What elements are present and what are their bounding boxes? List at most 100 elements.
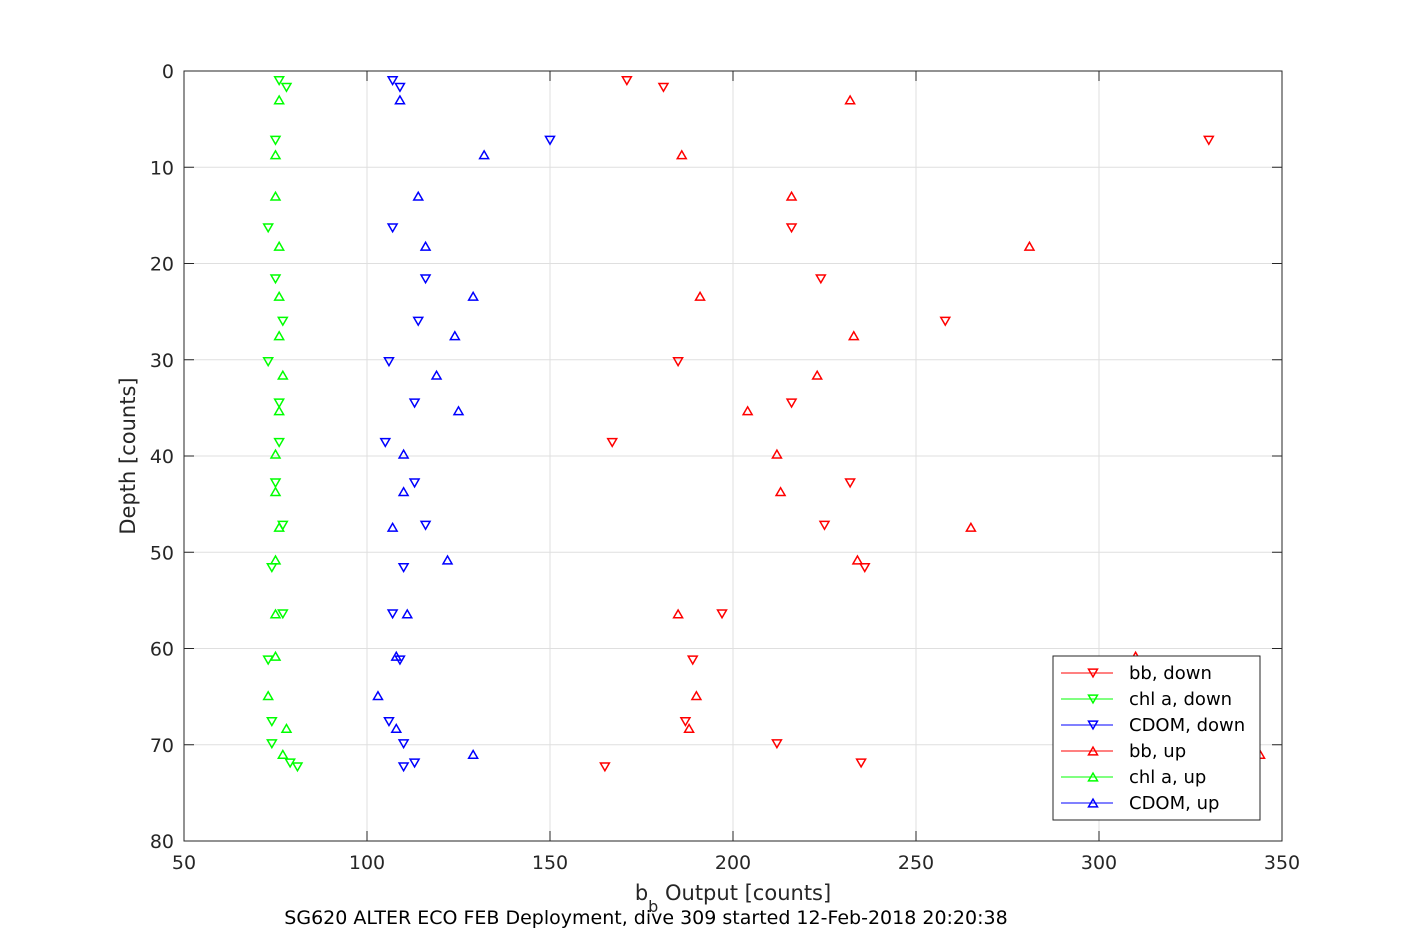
y-tick-label: 60 — [150, 639, 174, 661]
data-point — [771, 448, 783, 459]
y-tick-label: 40 — [150, 446, 174, 468]
data-point — [785, 398, 798, 409]
data-point — [277, 369, 289, 380]
data-point — [394, 82, 406, 93]
series-bb-down — [599, 75, 1215, 773]
data-point — [847, 330, 860, 341]
legend-label: CDOM, down — [1129, 715, 1245, 736]
y-axis-ticks: 0 10 20 30 40 50 60 70 80 — [150, 61, 1282, 853]
data-point — [269, 554, 282, 565]
data-point — [401, 608, 414, 619]
x-tick-label: 150 — [532, 852, 568, 874]
data-point — [467, 748, 479, 760]
y-tick-label: 20 — [150, 254, 174, 276]
x-tick-label: 100 — [349, 852, 385, 874]
data-point — [273, 437, 285, 448]
data-point — [277, 609, 289, 620]
data-point — [858, 563, 871, 574]
data-point — [408, 478, 421, 489]
data-point — [818, 520, 831, 531]
data-point — [478, 149, 490, 160]
legend-marker — [1087, 797, 1099, 808]
data-point — [785, 190, 798, 201]
data-point — [386, 521, 399, 532]
data-point — [386, 75, 399, 87]
data-point — [277, 316, 289, 327]
data-point — [273, 398, 285, 409]
data-point — [939, 316, 952, 327]
data-point — [412, 316, 425, 327]
y-tick-label: 10 — [150, 157, 174, 179]
x-tick-label: 250 — [898, 852, 934, 874]
x-tick-label: 50 — [172, 852, 196, 874]
figure-caption: SG620 ALTER ECO FEB Deployment, dive 309… — [284, 907, 1007, 929]
data-point — [1203, 135, 1215, 146]
data-point — [269, 650, 282, 661]
data-point — [851, 554, 864, 565]
legend-marker — [1087, 720, 1099, 731]
data-point — [965, 521, 977, 532]
x-tick-label: 350 — [1264, 852, 1300, 874]
data-point — [408, 758, 421, 769]
data-point — [269, 448, 282, 459]
data-point — [269, 608, 282, 619]
data-point — [394, 94, 406, 105]
data-point — [785, 223, 798, 234]
data-point — [397, 448, 410, 459]
data-points — [262, 75, 1266, 773]
data-point — [273, 330, 285, 341]
data-point — [379, 437, 392, 448]
data-point — [815, 274, 827, 285]
data-point — [280, 82, 293, 93]
data-point — [390, 722, 403, 734]
data-point — [679, 717, 692, 728]
data-point — [277, 748, 289, 760]
legend-marker — [1087, 668, 1099, 679]
data-point — [269, 190, 282, 201]
data-point — [686, 655, 699, 666]
y-axis-label: Depth [counts] — [116, 377, 140, 534]
legend-label: bb, down — [1129, 663, 1212, 684]
x-tick-label: 200 — [715, 852, 751, 874]
data-point — [383, 357, 395, 368]
data-point — [672, 608, 684, 619]
data-point — [694, 290, 706, 301]
data-point — [467, 290, 479, 301]
legend-marker — [1087, 745, 1099, 756]
data-point — [383, 717, 395, 728]
legend-marker — [1087, 694, 1099, 705]
data-point — [811, 369, 823, 380]
data-point — [397, 762, 410, 773]
data-point — [397, 563, 410, 574]
series-chl-a-down — [262, 75, 304, 773]
legend-label: chl a, up — [1129, 767, 1206, 788]
data-point — [273, 405, 285, 416]
data-point — [266, 739, 278, 750]
data-point — [262, 357, 274, 368]
data-point — [449, 330, 461, 341]
data-point — [672, 357, 684, 368]
data-point — [280, 722, 293, 734]
series-chl-a-up — [262, 94, 293, 760]
data-point — [386, 223, 399, 234]
legend: bb, down chl a, down CDOM, down bb, up chl a… — [1052, 655, 1261, 821]
data-point — [657, 82, 670, 93]
data-point — [412, 190, 425, 201]
data-point — [269, 486, 282, 497]
x-axis-label: bb Output [counts] — [635, 881, 831, 916]
data-point — [599, 762, 611, 773]
clipped-points — [262, 75, 1266, 773]
data-point — [741, 405, 754, 416]
series-cdom-up — [372, 94, 490, 760]
data-point — [273, 521, 285, 532]
data-point — [408, 398, 421, 409]
legend-label: CDOM, up — [1129, 793, 1219, 814]
data-point — [621, 75, 633, 87]
data-point — [419, 240, 432, 251]
y-tick-label: 50 — [150, 542, 174, 564]
data-point — [844, 94, 856, 105]
data-point — [390, 650, 403, 661]
data-point — [266, 717, 278, 728]
x-tick-label: 300 — [1081, 852, 1117, 874]
